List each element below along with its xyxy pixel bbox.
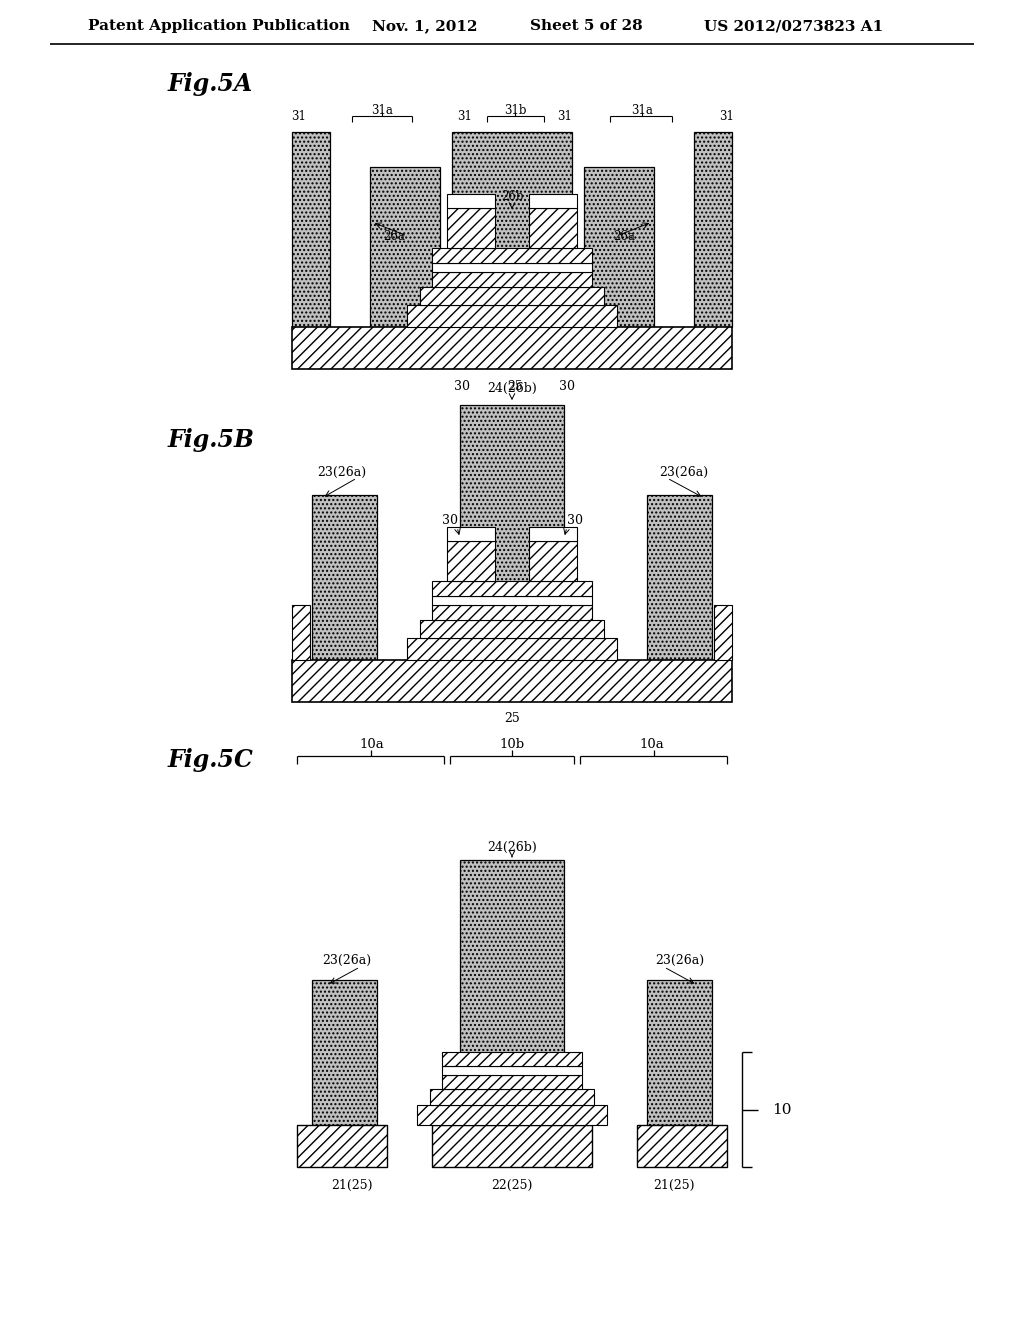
Text: Fig.5C: Fig.5C xyxy=(168,748,254,772)
Bar xyxy=(432,597,592,605)
Text: 30: 30 xyxy=(442,513,458,527)
Bar xyxy=(432,581,592,597)
Bar xyxy=(420,286,604,305)
Bar xyxy=(647,495,712,660)
Bar xyxy=(292,660,732,702)
Bar xyxy=(312,495,377,660)
Text: 24(26b): 24(26b) xyxy=(487,381,537,395)
Bar xyxy=(447,209,495,248)
Text: 31: 31 xyxy=(458,111,472,124)
Text: 22(25): 22(25) xyxy=(492,1179,532,1192)
Text: 10a: 10a xyxy=(640,738,665,751)
Text: 30: 30 xyxy=(454,380,470,393)
Bar xyxy=(529,194,577,209)
Bar xyxy=(529,541,577,581)
Text: 30: 30 xyxy=(559,380,575,393)
Bar xyxy=(292,132,330,327)
Text: 31: 31 xyxy=(292,111,306,124)
Bar xyxy=(432,605,592,620)
Bar xyxy=(460,861,564,1065)
Bar xyxy=(430,1089,594,1105)
Bar xyxy=(407,305,617,327)
Bar xyxy=(460,405,564,601)
Bar xyxy=(292,605,310,660)
Text: 10b: 10b xyxy=(500,738,524,751)
Bar xyxy=(312,979,377,1125)
Bar xyxy=(442,1067,582,1074)
Bar xyxy=(442,1052,582,1067)
Text: 31b: 31b xyxy=(504,104,526,117)
Text: 23(26a): 23(26a) xyxy=(317,466,367,479)
Bar xyxy=(370,168,440,327)
Bar xyxy=(420,620,604,638)
Bar xyxy=(442,1074,582,1089)
Text: 31: 31 xyxy=(557,111,572,124)
Text: 30: 30 xyxy=(567,513,583,527)
Bar xyxy=(694,132,732,327)
Text: Nov. 1, 2012: Nov. 1, 2012 xyxy=(372,18,477,33)
Text: 26a: 26a xyxy=(383,231,404,243)
Text: 23(26a): 23(26a) xyxy=(655,953,705,966)
Bar xyxy=(447,541,495,581)
Text: US 2012/0273823 A1: US 2012/0273823 A1 xyxy=(705,18,884,33)
Text: 31: 31 xyxy=(720,111,734,124)
Bar xyxy=(529,209,577,248)
Text: 23(26a): 23(26a) xyxy=(323,953,372,966)
Bar xyxy=(647,979,712,1125)
Text: 10: 10 xyxy=(772,1102,792,1117)
Text: 24(26b): 24(26b) xyxy=(487,841,537,854)
Bar xyxy=(452,132,572,272)
Bar xyxy=(447,194,495,209)
Bar xyxy=(432,248,592,263)
Bar xyxy=(407,638,617,660)
Bar xyxy=(529,527,577,541)
Text: 23(26a): 23(26a) xyxy=(659,466,709,479)
Bar xyxy=(292,327,732,370)
Text: Fig.5A: Fig.5A xyxy=(168,73,253,96)
Bar xyxy=(637,1125,727,1167)
Text: 31a: 31a xyxy=(631,104,653,117)
Text: 26a: 26a xyxy=(613,231,635,243)
Text: 10a: 10a xyxy=(359,738,384,751)
Bar xyxy=(432,263,592,272)
Text: 25: 25 xyxy=(507,380,523,393)
Text: 26b: 26b xyxy=(501,190,523,203)
Bar xyxy=(714,605,732,660)
Text: 21(25): 21(25) xyxy=(653,1179,694,1192)
Text: Sheet 5 of 28: Sheet 5 of 28 xyxy=(530,18,643,33)
Text: Patent Application Publication: Patent Application Publication xyxy=(88,18,350,33)
Text: 25: 25 xyxy=(504,711,520,725)
Text: 21(25): 21(25) xyxy=(331,1179,373,1192)
Text: Fig.5B: Fig.5B xyxy=(168,428,255,451)
Bar xyxy=(417,1105,607,1125)
Bar xyxy=(584,168,654,327)
Bar xyxy=(432,1125,592,1167)
Bar xyxy=(447,527,495,541)
Bar xyxy=(432,272,592,286)
Text: 31a: 31a xyxy=(371,104,393,117)
Bar xyxy=(297,1125,387,1167)
